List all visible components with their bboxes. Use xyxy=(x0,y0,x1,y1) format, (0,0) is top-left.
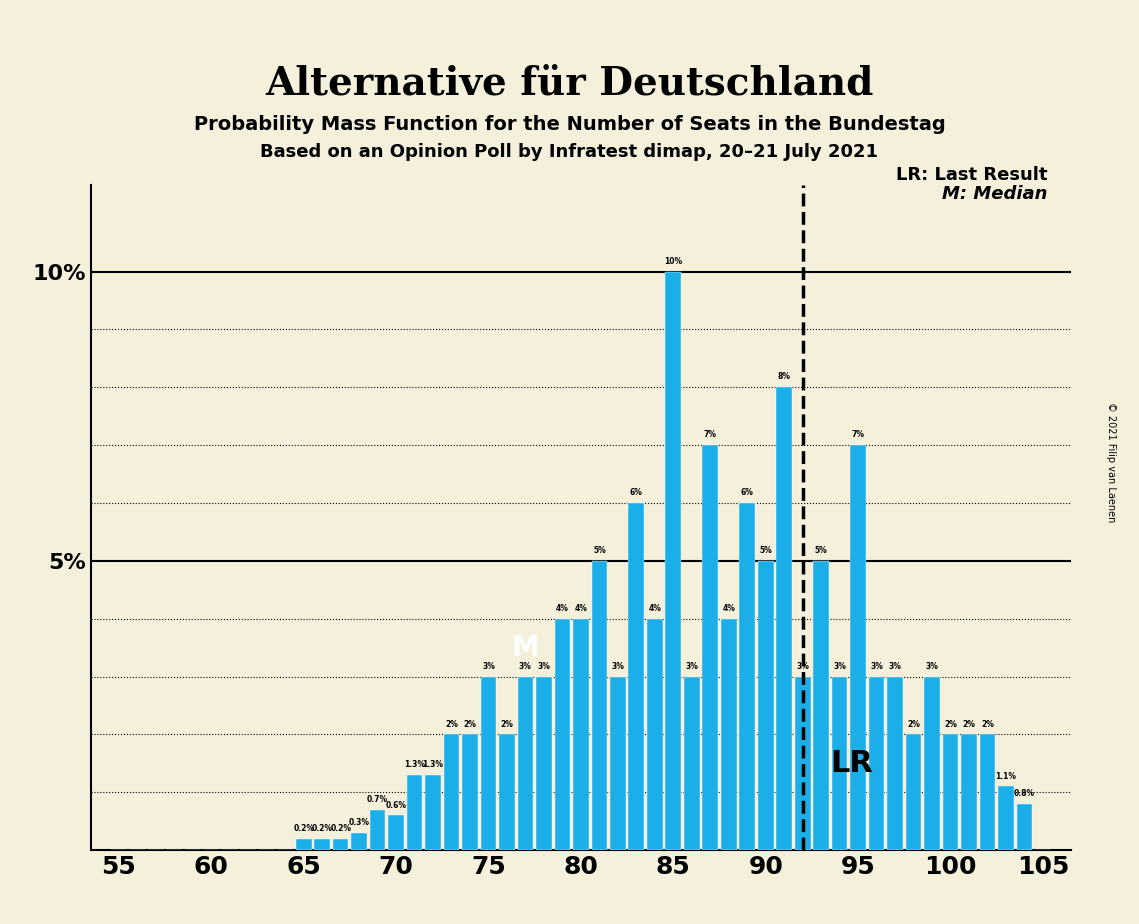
Text: 3%: 3% xyxy=(888,662,902,671)
Bar xyxy=(831,676,847,850)
Bar xyxy=(629,503,645,850)
Bar xyxy=(887,676,903,850)
Bar xyxy=(517,676,533,850)
Text: 3%: 3% xyxy=(482,662,495,671)
Bar xyxy=(906,735,921,850)
Bar xyxy=(296,838,312,850)
Bar xyxy=(536,676,551,850)
Text: Alternative für Deutschland: Alternative für Deutschland xyxy=(265,65,874,103)
Bar xyxy=(665,272,681,850)
Text: M: Median: M: Median xyxy=(942,185,1048,202)
Text: 0.2%: 0.2% xyxy=(330,823,351,833)
Text: 3%: 3% xyxy=(926,662,939,671)
Text: 4%: 4% xyxy=(556,604,568,613)
Text: 0.7%: 0.7% xyxy=(367,795,388,804)
Text: 2%: 2% xyxy=(944,720,957,729)
Text: 3%: 3% xyxy=(686,662,698,671)
Bar xyxy=(611,676,625,850)
Text: 0.2%: 0.2% xyxy=(312,823,333,833)
Text: 0.8%: 0.8% xyxy=(1014,789,1035,798)
Bar xyxy=(703,445,718,850)
Bar xyxy=(850,445,866,850)
Bar xyxy=(351,833,367,850)
Text: Probability Mass Function for the Number of Seats in the Bundestag: Probability Mass Function for the Number… xyxy=(194,116,945,135)
Bar xyxy=(333,838,349,850)
Text: 5%: 5% xyxy=(760,546,772,555)
Text: 4%: 4% xyxy=(722,604,735,613)
Text: LR: Last Result: LR: Last Result xyxy=(896,166,1048,184)
Bar xyxy=(407,775,423,850)
Bar xyxy=(924,676,940,850)
Text: 2%: 2% xyxy=(962,720,975,729)
Bar xyxy=(647,619,663,850)
Text: 0.3%: 0.3% xyxy=(349,818,370,827)
Text: 10%: 10% xyxy=(664,257,682,266)
Text: © 2021 Filip van Laenen: © 2021 Filip van Laenen xyxy=(1106,402,1115,522)
Bar xyxy=(721,619,737,850)
Bar xyxy=(462,735,478,850)
Text: 5%: 5% xyxy=(814,546,828,555)
Text: 7%: 7% xyxy=(852,431,865,439)
Text: 3%: 3% xyxy=(519,662,532,671)
Text: 4%: 4% xyxy=(648,604,662,613)
Text: 3%: 3% xyxy=(870,662,883,671)
Text: 8%: 8% xyxy=(778,372,790,382)
Bar xyxy=(961,735,977,850)
Text: 3%: 3% xyxy=(612,662,624,671)
Bar xyxy=(444,735,459,850)
Text: 2%: 2% xyxy=(445,720,458,729)
Text: 5%: 5% xyxy=(593,546,606,555)
Bar xyxy=(683,676,699,850)
Bar xyxy=(499,735,515,850)
Bar xyxy=(777,387,792,850)
Text: 3%: 3% xyxy=(796,662,809,671)
Text: 6%: 6% xyxy=(740,488,754,497)
Bar xyxy=(591,561,607,850)
Text: 1.3%: 1.3% xyxy=(423,760,443,769)
Text: 2%: 2% xyxy=(500,720,514,729)
Text: 2%: 2% xyxy=(981,720,994,729)
Bar xyxy=(314,838,330,850)
Text: 7%: 7% xyxy=(704,431,716,439)
Bar xyxy=(388,815,404,850)
Bar xyxy=(757,561,773,850)
Text: Based on an Opinion Poll by Infratest dimap, 20–21 July 2021: Based on an Opinion Poll by Infratest di… xyxy=(261,143,878,161)
Bar xyxy=(869,676,885,850)
Text: 0.2%: 0.2% xyxy=(293,823,314,833)
Bar xyxy=(573,619,589,850)
Text: 1.1%: 1.1% xyxy=(995,772,1016,781)
Text: 2%: 2% xyxy=(907,720,920,729)
Text: 0.6%: 0.6% xyxy=(386,800,407,809)
Bar xyxy=(555,619,571,850)
Text: LR: LR xyxy=(830,748,874,778)
Text: 1.3%: 1.3% xyxy=(404,760,425,769)
Bar xyxy=(425,775,441,850)
Text: 3%: 3% xyxy=(834,662,846,671)
Text: 6%: 6% xyxy=(630,488,642,497)
Text: 4%: 4% xyxy=(574,604,588,613)
Bar xyxy=(998,786,1014,850)
Bar xyxy=(1017,804,1032,850)
Bar xyxy=(943,735,958,850)
Bar xyxy=(370,809,385,850)
Text: 3%: 3% xyxy=(538,662,550,671)
Bar xyxy=(795,676,811,850)
Text: M: M xyxy=(511,634,539,662)
Bar xyxy=(813,561,829,850)
Text: 2%: 2% xyxy=(464,720,476,729)
Bar xyxy=(481,676,497,850)
Bar xyxy=(739,503,755,850)
Bar xyxy=(980,735,995,850)
